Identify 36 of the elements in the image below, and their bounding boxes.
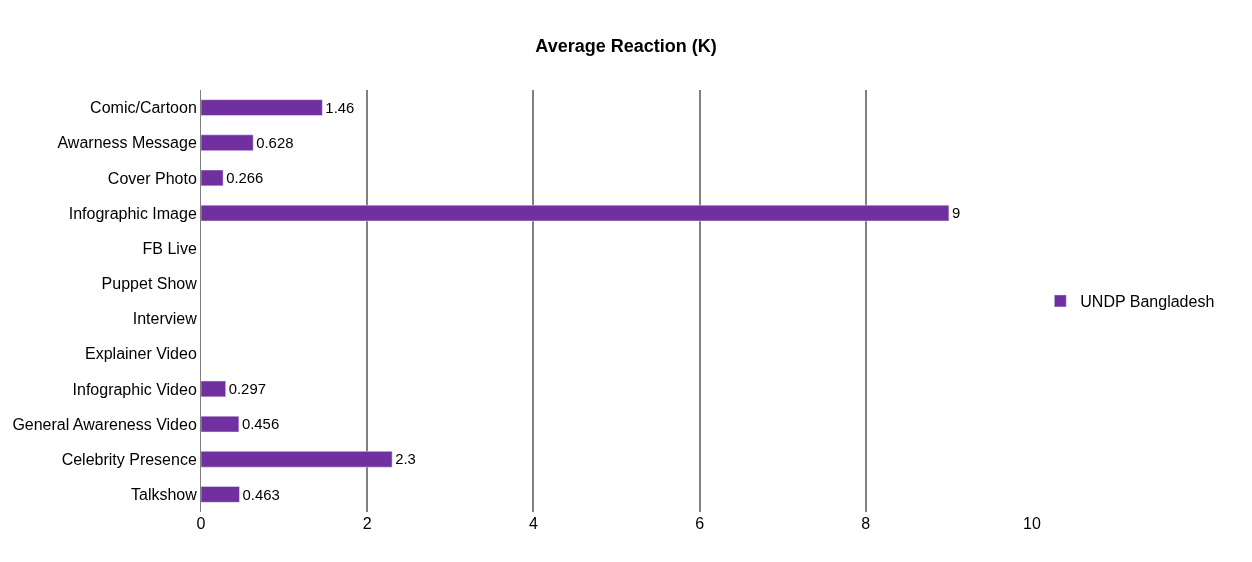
data-label: 0.297: [228, 381, 266, 398]
chart-title: Average Reaction (K): [535, 35, 717, 56]
data-label: 0.266: [226, 170, 264, 187]
x-tick-label: 8: [861, 515, 871, 532]
y-tick-label: Infographic Video: [72, 380, 197, 398]
y-tick-label: Cover Photo: [107, 169, 197, 187]
bar: [201, 486, 240, 503]
bar: [201, 380, 226, 398]
data-label: 0.628: [256, 134, 294, 151]
bar: [201, 204, 950, 222]
x-tick-label: 0: [196, 515, 206, 532]
data-label: 9: [951, 205, 961, 222]
y-tick-label: Comic/Cartoon: [90, 99, 197, 117]
y-tick-label: General Awareness Video: [12, 415, 197, 433]
y-tick-label: Awarness Message: [57, 134, 197, 152]
x-tick-label: 6: [695, 515, 705, 532]
bar: [201, 415, 240, 433]
bar: [201, 169, 224, 187]
data-label: 2.3: [395, 451, 416, 468]
y-tick-label: Explainer Video: [85, 345, 197, 363]
y-tick-label: Interview: [132, 310, 198, 328]
x-tick-label: 10: [1023, 515, 1041, 532]
bar: [201, 451, 393, 468]
data-label: 0.463: [242, 486, 280, 503]
legend-label: UNDP Bangladesh: [1080, 293, 1215, 311]
y-tick-label: Celebrity Presence: [61, 450, 197, 468]
y-tick-label: FB Live: [142, 239, 197, 257]
bar: [201, 134, 254, 151]
y-tick-label: Talkshow: [130, 486, 198, 504]
x-tick-label: 2: [362, 515, 372, 532]
y-tick-label: Infographic Image: [68, 204, 197, 222]
x-tick-label: 4: [528, 515, 538, 532]
y-tick-label: Puppet Show: [101, 275, 198, 293]
bar: [201, 99, 323, 116]
data-label: 1.46: [325, 99, 355, 116]
data-label: 0.456: [241, 416, 280, 433]
